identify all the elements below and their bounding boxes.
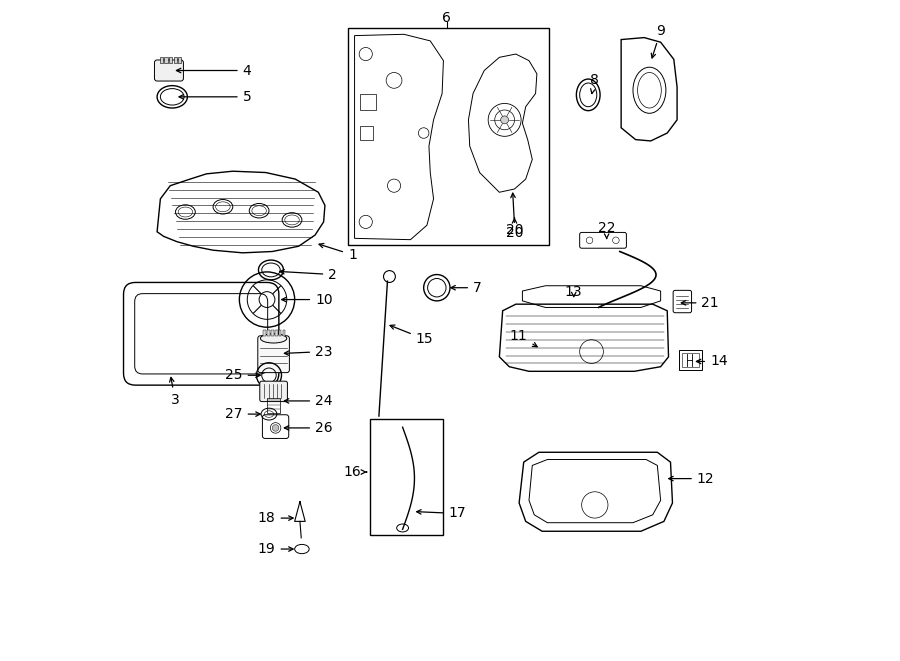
Text: 20: 20 <box>506 218 523 237</box>
Bar <box>680 350 702 370</box>
FancyBboxPatch shape <box>257 336 290 373</box>
Ellipse shape <box>260 334 287 343</box>
Text: 1: 1 <box>319 243 357 262</box>
Bar <box>274 330 277 336</box>
Text: 20: 20 <box>506 226 523 240</box>
Bar <box>271 330 274 336</box>
FancyBboxPatch shape <box>260 381 287 402</box>
Bar <box>283 330 285 336</box>
Bar <box>165 57 167 63</box>
Text: 15: 15 <box>390 325 434 346</box>
Text: 25: 25 <box>225 368 260 382</box>
Bar <box>279 330 282 336</box>
Text: 19: 19 <box>257 542 293 556</box>
Bar <box>681 353 699 368</box>
Bar <box>360 126 373 139</box>
Bar <box>267 330 270 336</box>
Text: 10: 10 <box>282 293 333 307</box>
Text: 7: 7 <box>451 281 482 295</box>
Circle shape <box>500 116 508 124</box>
Text: 22: 22 <box>598 221 616 239</box>
Text: 24: 24 <box>284 394 333 408</box>
Text: 14: 14 <box>697 354 727 368</box>
Text: 17: 17 <box>417 506 466 520</box>
Text: 26: 26 <box>284 421 333 435</box>
Circle shape <box>273 424 279 431</box>
Text: 11: 11 <box>510 329 537 347</box>
FancyBboxPatch shape <box>155 60 184 81</box>
Bar <box>360 94 376 110</box>
Bar <box>178 57 182 63</box>
Text: 2: 2 <box>280 268 337 282</box>
Text: 27: 27 <box>225 407 260 421</box>
Bar <box>370 419 444 535</box>
Bar <box>169 57 172 63</box>
Text: 9: 9 <box>652 24 665 58</box>
Text: 8: 8 <box>590 73 599 94</box>
Bar <box>348 28 549 245</box>
Text: 18: 18 <box>257 511 293 525</box>
Text: 3: 3 <box>169 377 179 407</box>
Text: 16: 16 <box>344 465 366 479</box>
Bar <box>159 57 163 63</box>
Bar <box>263 330 266 336</box>
Text: 21: 21 <box>681 296 719 310</box>
Text: 12: 12 <box>669 471 715 486</box>
Text: 4: 4 <box>176 63 251 77</box>
Text: 5: 5 <box>179 90 251 104</box>
Text: 23: 23 <box>284 344 333 358</box>
Bar <box>174 57 176 63</box>
Bar <box>267 399 280 412</box>
Text: 6: 6 <box>442 11 451 25</box>
Text: 13: 13 <box>565 286 582 299</box>
